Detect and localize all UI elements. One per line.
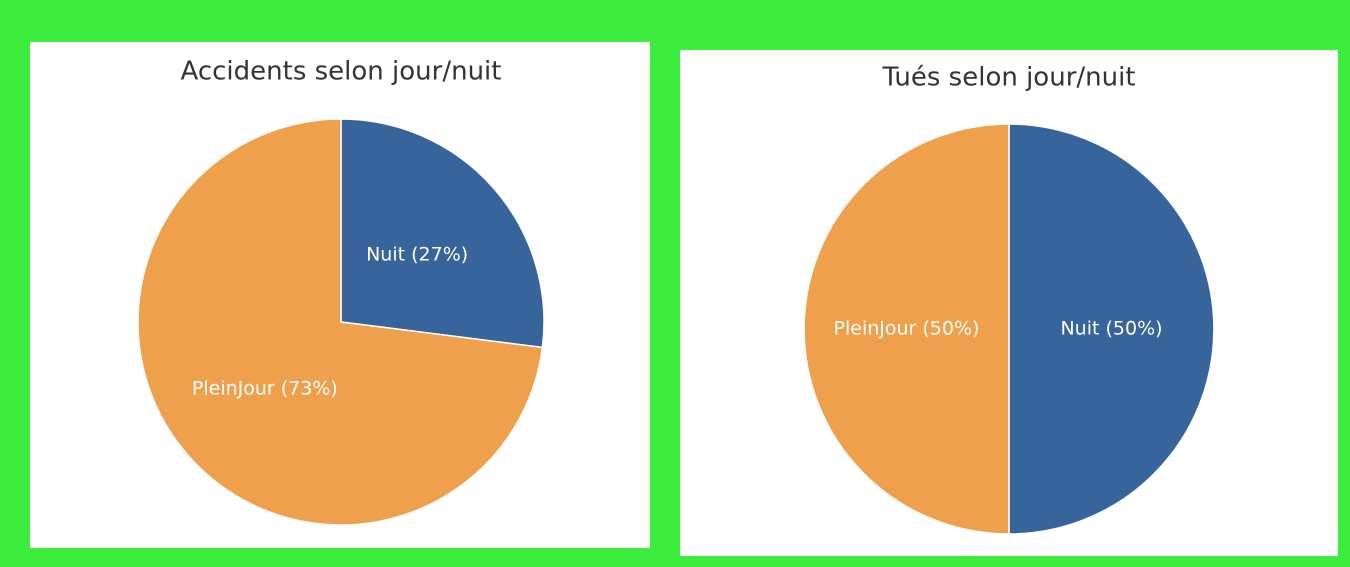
slice-label: PleinJour (50%) <box>834 318 980 340</box>
slice-label: Nuit (50%) <box>1060 318 1162 340</box>
pie-slice <box>137 118 544 526</box>
pie-slice <box>803 123 1010 535</box>
slice-label: Nuit (27%) <box>366 243 468 265</box>
chart-title: Accidents selon jour/nuit <box>181 57 502 87</box>
slice-label: PleinJour (73%) <box>192 378 338 400</box>
pie-slice <box>1008 123 1215 535</box>
pie-slice <box>340 118 545 349</box>
chart-title: Tués selon jour/nuit <box>881 63 1135 93</box>
